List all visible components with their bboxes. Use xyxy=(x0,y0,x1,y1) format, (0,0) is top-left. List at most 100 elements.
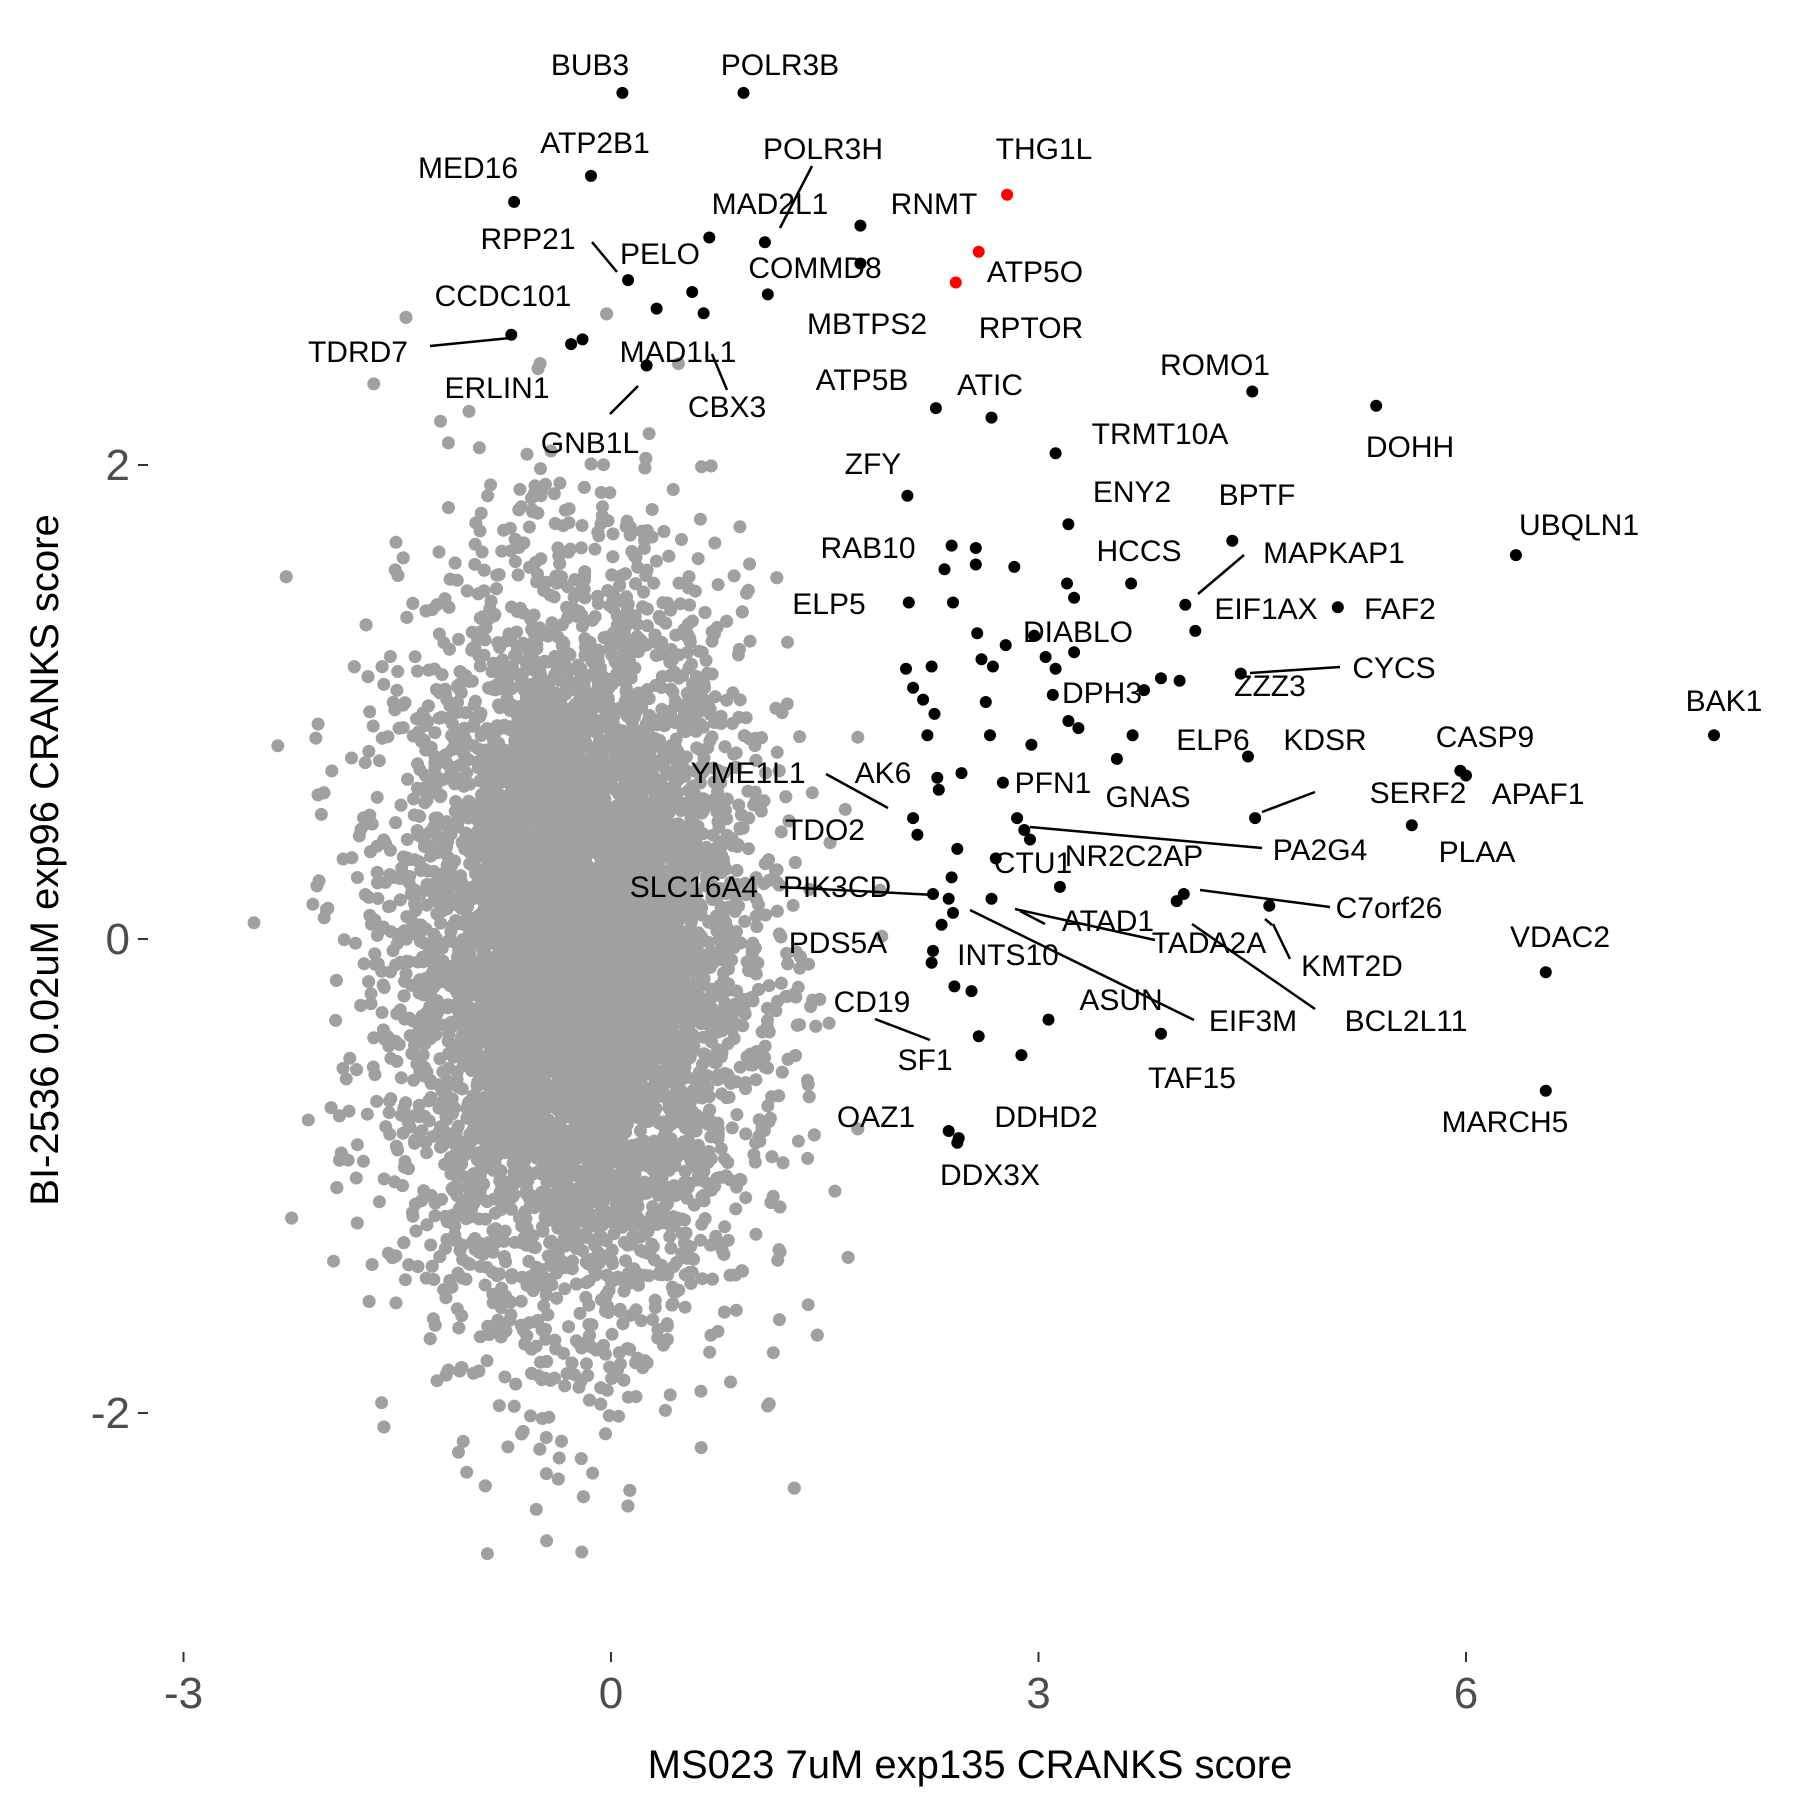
background-point xyxy=(568,1368,582,1382)
background-point xyxy=(327,1254,340,1268)
background-point xyxy=(733,693,747,707)
background-point xyxy=(724,1375,737,1389)
background-point xyxy=(695,1272,709,1286)
background-point xyxy=(730,1108,744,1122)
background-point xyxy=(575,1545,589,1559)
background-point xyxy=(714,1142,728,1156)
background-point xyxy=(398,1273,412,1287)
background-point xyxy=(749,1227,763,1241)
background-point xyxy=(314,807,328,821)
background-point xyxy=(376,978,390,992)
background-point xyxy=(649,554,663,568)
background-point xyxy=(452,1445,465,1459)
background-point xyxy=(390,683,404,697)
background-point xyxy=(580,1357,593,1371)
background-point xyxy=(838,802,852,816)
background-point xyxy=(468,557,482,571)
background-point xyxy=(663,1388,677,1402)
background-point xyxy=(345,751,358,765)
background-point xyxy=(442,501,455,515)
background-point xyxy=(472,441,486,455)
background-point xyxy=(472,1212,486,1226)
background-point xyxy=(441,436,455,450)
background-point xyxy=(357,957,371,971)
background-point xyxy=(772,1313,786,1327)
background-point xyxy=(801,1298,815,1312)
background-point xyxy=(646,1313,660,1327)
background-point xyxy=(619,1254,633,1268)
background-point xyxy=(575,519,589,532)
background-point xyxy=(420,898,434,912)
background-point xyxy=(706,761,720,775)
background-point xyxy=(350,1138,364,1152)
background-point xyxy=(640,619,654,633)
background-points-layer xyxy=(247,307,889,1561)
background-point xyxy=(520,447,534,461)
background-point xyxy=(356,1154,370,1168)
background-point xyxy=(781,635,794,649)
background-point xyxy=(360,1107,374,1121)
background-point xyxy=(325,764,339,778)
background-point xyxy=(452,632,465,646)
background-point xyxy=(473,1260,487,1273)
background-point xyxy=(791,1134,805,1148)
background-point xyxy=(674,804,688,818)
background-point xyxy=(739,1127,753,1141)
background-point xyxy=(535,1412,549,1425)
background-point xyxy=(666,483,680,496)
background-point xyxy=(727,569,741,583)
background-point xyxy=(596,500,609,514)
background-point xyxy=(350,1216,364,1230)
background-point xyxy=(658,1403,672,1417)
background-point xyxy=(647,1253,661,1267)
background-point xyxy=(743,634,757,648)
background-point xyxy=(377,1172,391,1186)
background-point xyxy=(732,798,746,812)
background-point xyxy=(375,1396,389,1410)
background-point xyxy=(642,427,656,441)
background-point xyxy=(342,1104,356,1118)
background-point xyxy=(729,1202,743,1216)
background-point xyxy=(343,1051,357,1065)
background-point xyxy=(733,1060,747,1074)
background-point xyxy=(529,1502,543,1516)
background-point xyxy=(372,754,386,768)
background-point xyxy=(349,936,362,950)
background-point xyxy=(694,1233,708,1247)
background-point xyxy=(383,650,397,663)
background-point xyxy=(495,544,509,558)
background-point xyxy=(371,892,385,905)
background-point xyxy=(396,721,410,735)
background-point xyxy=(424,1238,438,1252)
background-point xyxy=(552,1451,566,1465)
background-point xyxy=(394,1071,408,1085)
background-point xyxy=(581,1369,595,1382)
background-point xyxy=(612,1409,626,1423)
background-point xyxy=(754,804,768,818)
background-point xyxy=(558,1379,572,1393)
background-point xyxy=(462,404,476,418)
background-point xyxy=(720,1091,733,1105)
background-point xyxy=(540,1534,554,1548)
background-point xyxy=(480,1547,494,1561)
background-point xyxy=(377,677,391,691)
background-point xyxy=(384,1092,398,1106)
background-point xyxy=(572,1380,586,1394)
background-point xyxy=(586,1466,600,1480)
background-point xyxy=(271,739,285,753)
background-point xyxy=(822,1016,836,1030)
background-point xyxy=(708,627,721,641)
background-point xyxy=(501,1440,515,1454)
background-point xyxy=(432,545,446,559)
background-point xyxy=(460,1465,474,1479)
background-point xyxy=(370,1094,384,1108)
background-point xyxy=(762,979,776,993)
background-point xyxy=(597,458,610,472)
background-point xyxy=(704,1328,718,1342)
background-point xyxy=(337,933,351,947)
background-point xyxy=(247,916,261,930)
background-point xyxy=(364,987,378,1001)
background-point xyxy=(474,774,488,788)
background-point xyxy=(503,521,517,535)
